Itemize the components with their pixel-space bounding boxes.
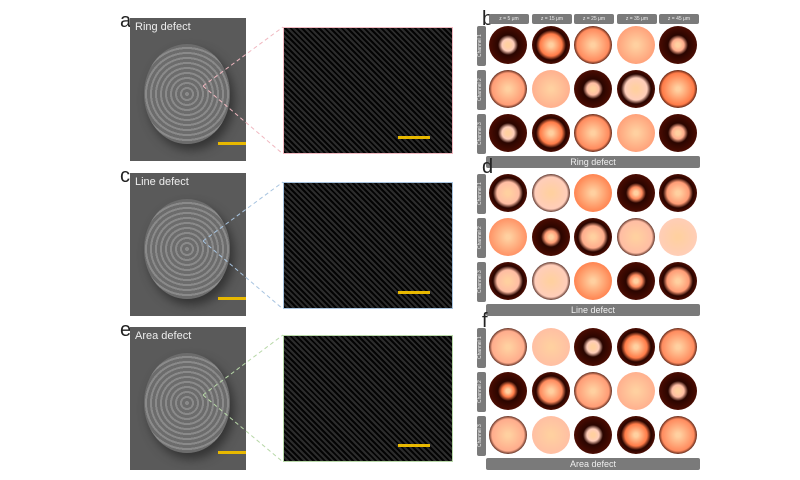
intensity-pattern — [617, 70, 655, 108]
panel-letter: e — [120, 319, 132, 341]
intensity-pattern — [489, 328, 527, 366]
panel-letter: d — [482, 156, 494, 178]
connector-line — [202, 394, 284, 463]
defect-footer: Ring defect — [486, 156, 700, 168]
intensity-pattern — [659, 114, 697, 152]
intensity-pattern — [532, 372, 570, 410]
intensity-pattern — [617, 372, 655, 410]
column-header: z = 15 μm — [532, 14, 572, 24]
intensity-pattern — [659, 218, 697, 256]
intensity-pattern — [574, 372, 612, 410]
intensity-pattern — [532, 218, 570, 256]
intensity-pattern — [659, 372, 697, 410]
column-header: z = 35 μm — [617, 14, 657, 24]
sem-title: Line defect — [135, 176, 189, 188]
intensity-pattern — [617, 262, 655, 300]
intensity-pattern — [532, 26, 570, 64]
intensity-pattern — [532, 70, 570, 108]
intensity-pattern — [574, 26, 612, 64]
intensity-pattern — [532, 416, 570, 454]
intensity-pattern — [617, 174, 655, 212]
defect-footer: Area defect — [486, 458, 700, 470]
scale-bar — [218, 142, 246, 145]
intensity-pattern — [617, 26, 655, 64]
micro-disc — [144, 199, 230, 299]
intensity-pattern — [574, 114, 612, 152]
scale-bar — [398, 136, 430, 139]
intensity-pattern — [532, 328, 570, 366]
intensity-pattern — [617, 328, 655, 366]
intensity-pattern — [489, 114, 527, 152]
intensity-pattern — [659, 174, 697, 212]
panel-letter: a — [120, 10, 132, 32]
connector-line — [202, 85, 284, 155]
connector-line — [202, 334, 284, 396]
column-header: z = 5 μm — [489, 14, 529, 24]
intensity-pattern — [489, 174, 527, 212]
column-header: z = 25 μm — [574, 14, 614, 24]
sem-title: Area defect — [135, 330, 192, 342]
channel-label: Channel 2 — [477, 372, 486, 412]
sem-image: Line defect — [130, 173, 246, 316]
sem-image: Ring defect — [130, 18, 246, 161]
zoom-image — [283, 27, 453, 154]
intensity-pattern — [617, 114, 655, 152]
connector-line — [202, 26, 284, 87]
intensity-pattern — [659, 26, 697, 64]
channel-label: Channel 3 — [477, 416, 486, 456]
intensity-pattern — [617, 416, 655, 454]
sem-title: Ring defect — [135, 21, 191, 33]
intensity-pattern — [489, 218, 527, 256]
panel-letter: f — [482, 310, 488, 332]
zoom-image — [283, 182, 453, 309]
micro-disc — [144, 353, 230, 453]
intensity-pattern — [489, 262, 527, 300]
intensity-pattern — [532, 114, 570, 152]
intensity-pattern — [617, 218, 655, 256]
intensity-pattern — [574, 416, 612, 454]
intensity-pattern — [532, 262, 570, 300]
intensity-pattern — [574, 174, 612, 212]
intensity-pattern — [489, 26, 527, 64]
sem-image: Area defect — [130, 327, 246, 470]
intensity-pattern — [659, 262, 697, 300]
zoom-image — [283, 335, 453, 462]
micro-disc — [144, 44, 230, 144]
scale-bar — [398, 291, 430, 294]
column-header: z = 45 μm — [659, 14, 699, 24]
intensity-pattern — [574, 262, 612, 300]
intensity-pattern — [489, 70, 527, 108]
intensity-pattern — [574, 70, 612, 108]
intensity-pattern — [574, 328, 612, 366]
intensity-pattern — [659, 416, 697, 454]
scale-bar — [218, 297, 246, 300]
connector-line — [202, 181, 284, 242]
intensity-pattern — [659, 70, 697, 108]
intensity-pattern — [574, 218, 612, 256]
defect-footer: Line defect — [486, 304, 700, 316]
channel-label: Channel 1 — [477, 328, 486, 368]
connector-line — [202, 240, 284, 310]
intensity-pattern — [489, 372, 527, 410]
intensity-pattern — [659, 328, 697, 366]
panel-letter: b — [482, 8, 494, 30]
panel-letter: c — [120, 165, 130, 187]
scale-bar — [218, 451, 246, 454]
intensity-pattern — [532, 174, 570, 212]
scale-bar — [398, 444, 430, 447]
intensity-pattern — [489, 416, 527, 454]
